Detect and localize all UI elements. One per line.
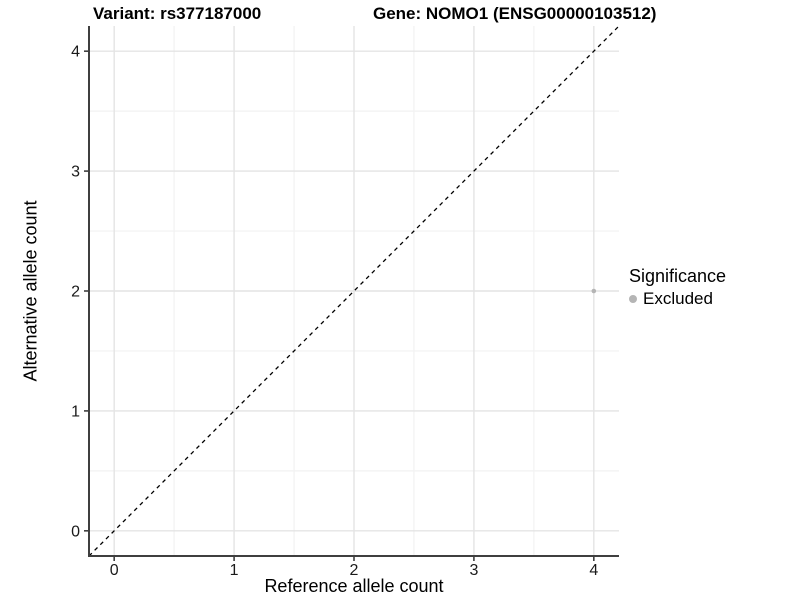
x-axis-title: Reference allele count [264,576,444,596]
y-axis-tick-label: 1 [71,403,80,420]
y-axis-title: Alternative allele count [20,200,41,382]
plot-title-gene: Gene: NOMO1 (ENSG00000103512) [373,4,657,23]
legend-marker-excluded-icon [629,295,637,303]
identity-reference-line [88,25,620,557]
x-axis-tick-label: 1 [230,562,239,579]
legend-entry-label: Excluded [643,289,713,308]
x-axis-tick-label: 4 [589,562,598,579]
y-axis-tick-label: 4 [71,44,80,61]
legend: Significance Excluded [629,266,726,309]
y-axis-tick-label: 3 [71,164,80,181]
x-axis-tick-label: 0 [110,562,119,579]
data-point [591,288,597,294]
y-axis-tick-label: 2 [71,284,80,301]
plot-titles-row: Variant: rs377187000 Gene: NOMO1 (ENSG00… [0,4,800,26]
x-axis-tick-label: 2 [350,562,359,579]
plot-title-variant: Variant: rs377187000 [93,4,262,23]
y-axis-tick-label: 0 [71,523,80,540]
legend-title: Significance [629,266,727,286]
x-axis-tick-label: 3 [469,562,478,579]
legend-entry-excluded: Excluded [629,289,726,309]
